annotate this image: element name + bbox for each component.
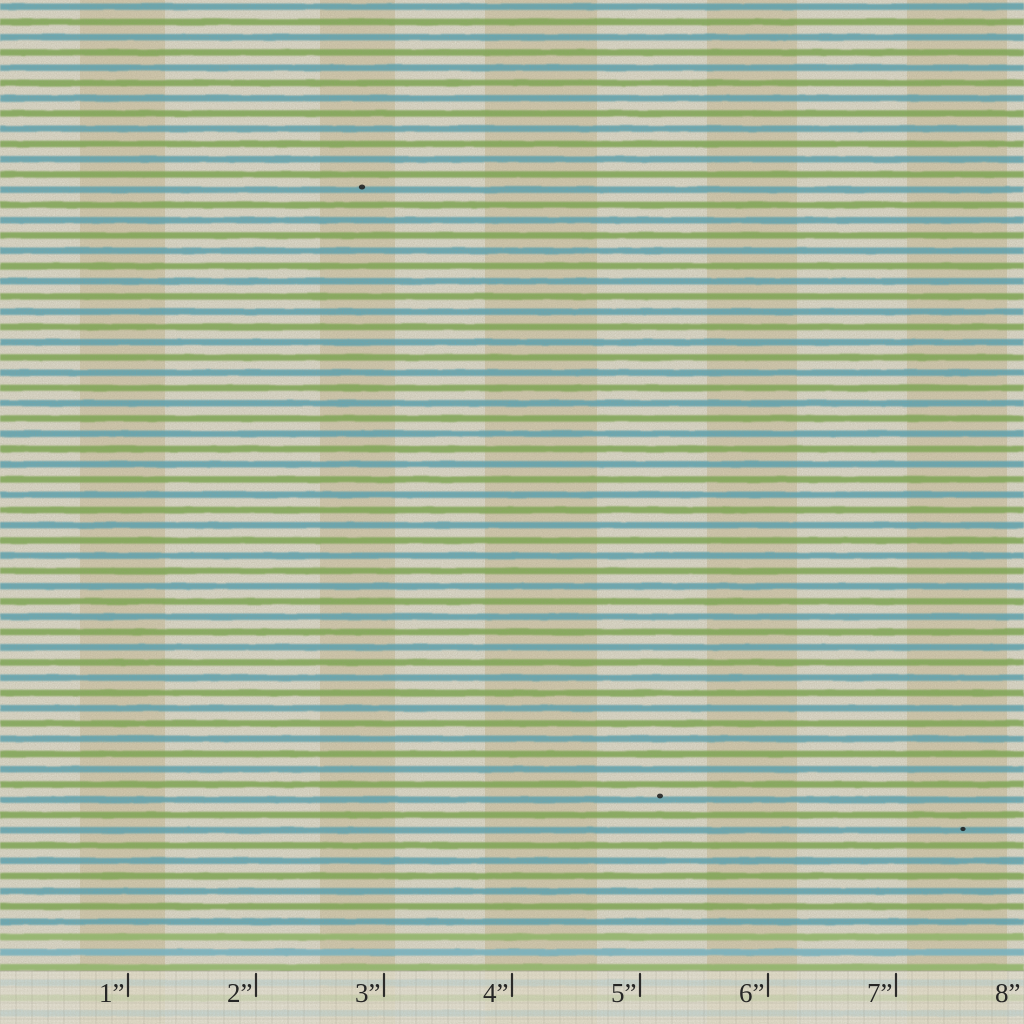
svg-text:4”: 4”	[483, 978, 508, 1008]
svg-text:3”: 3”	[355, 978, 380, 1008]
svg-text:6”: 6”	[739, 978, 764, 1008]
svg-text:1”: 1”	[99, 978, 124, 1008]
svg-text:2”: 2”	[227, 978, 252, 1008]
svg-text:7”: 7”	[867, 978, 892, 1008]
svg-text:8”: 8”	[995, 978, 1020, 1008]
svg-text:5”: 5”	[611, 978, 636, 1008]
